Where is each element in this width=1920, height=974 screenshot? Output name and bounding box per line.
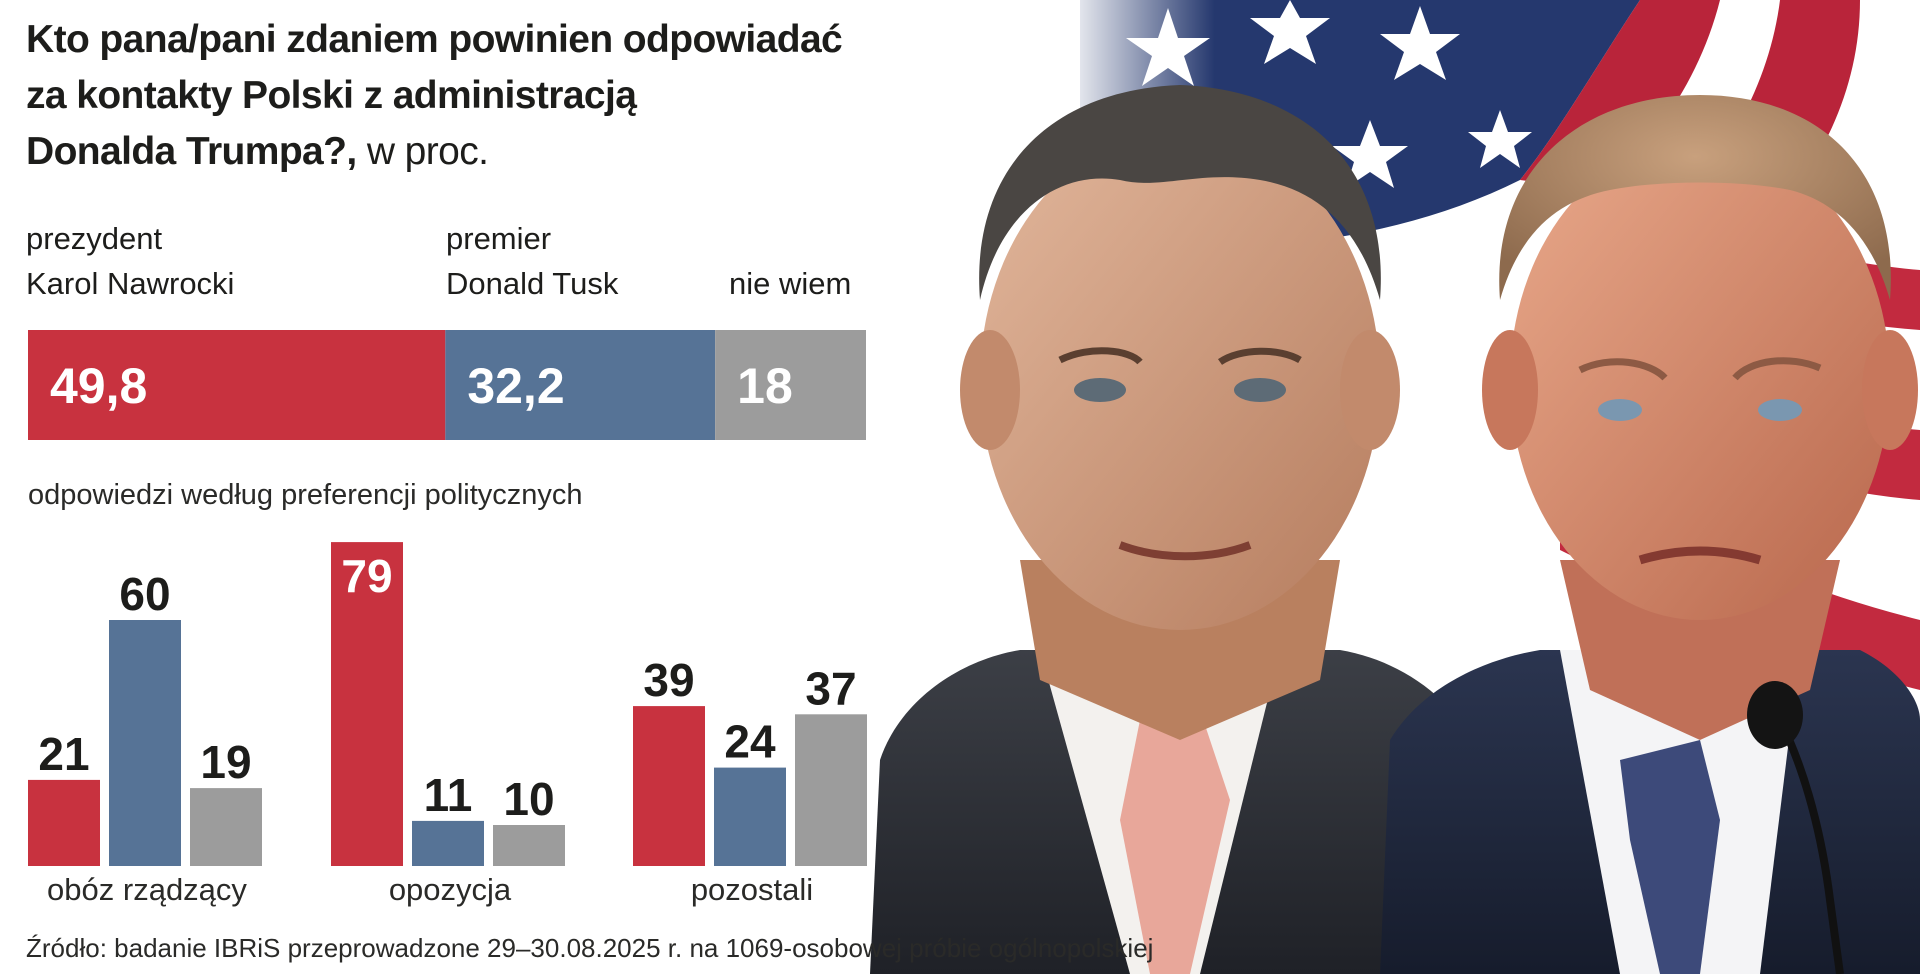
bar-value-label-oboz-rzadzacy-tusk: 60 [119,568,170,620]
title-line-2: za kontakty Polski z administracją [26,74,637,117]
segment-label-tusk-line2: Donald Tusk [446,266,619,301]
bar-opozycja-nawrocki [331,542,403,866]
source-note: Źródło: badanie IBRiS przeprowadzone 29–… [26,933,1154,963]
segment-label-dont-know-line2: nie wiem [729,266,852,301]
stacked-bar-dont-know [715,330,866,440]
portrait-tusk-icon [1380,95,1920,974]
bar-oboz-rzadzacy-nawrocki [28,779,100,866]
category-label-oboz-rzadzacy: obóz rządzący [47,872,247,907]
segment-label-dont-know: nie wiem [729,216,851,306]
segment-label-nawrocki-line2: Karol Nawrocki [26,266,235,301]
segment-label-nawrocki: prezydent Karol Nawrocki [26,216,234,306]
bar-value-label-opozycja-tusk: 11 [424,769,473,821]
bar-oboz-rzadzacy-tusk [109,620,181,866]
bar-pozostali-dont-know [795,714,867,866]
chart-subtitle: odpowiedzi według preferencji polityczny… [28,479,583,511]
bar-value-label-oboz-rzadzacy-nawrocki: 21 [38,728,89,780]
category-label-opozycja: opozycja [388,872,512,907]
title-line-3-text: Donalda Trumpa?, [26,130,357,173]
bar-oboz-rzadzacy-dont-know [190,788,262,866]
portrait-nawrocki-icon [870,85,1500,974]
segment-label-tusk: premier Donald Tusk [446,216,618,306]
bar-pozostali-nawrocki [633,706,705,866]
bar-opozycja-tusk [412,820,484,866]
bar-value-label-pozostali-tusk: 24 [724,716,776,768]
bar-value-label-opozycja-dont-know: 10 [503,773,554,825]
stacked-value-label-dont-know: 18 [737,358,793,414]
segment-label-tusk-line1: premier [446,221,552,256]
stacked-value-label-nawrocki: 49,8 [50,358,147,414]
title-unit: w proc. [356,130,489,173]
bar-opozycja-dont-know [493,825,565,866]
stacked-bar-nawrocki [28,330,446,440]
stacked-bar-tusk [445,330,716,440]
segment-label-nawrocki-line1: prezydent [26,221,163,256]
bar-value-label-opozycja-nawrocki: 79 [341,550,392,602]
stacked-value-label-tusk: 32,2 [467,358,564,414]
bar-value-label-pozostali-nawrocki: 39 [643,654,694,706]
bar-value-label-oboz-rzadzacy-dont-know: 19 [200,736,251,788]
bar-value-label-pozostali-dont-know: 37 [805,662,856,714]
category-label-pozostali: pozostali [690,872,814,907]
title-line-3: Donalda Trumpa?, w proc. [26,124,956,180]
bar-pozostali-tusk [714,767,786,866]
title-line-1: Kto pana/pani zdaniem powinien odpowiada… [26,18,843,61]
chart-title: Kto pana/pani zdaniem powinien odpowiada… [26,12,956,180]
